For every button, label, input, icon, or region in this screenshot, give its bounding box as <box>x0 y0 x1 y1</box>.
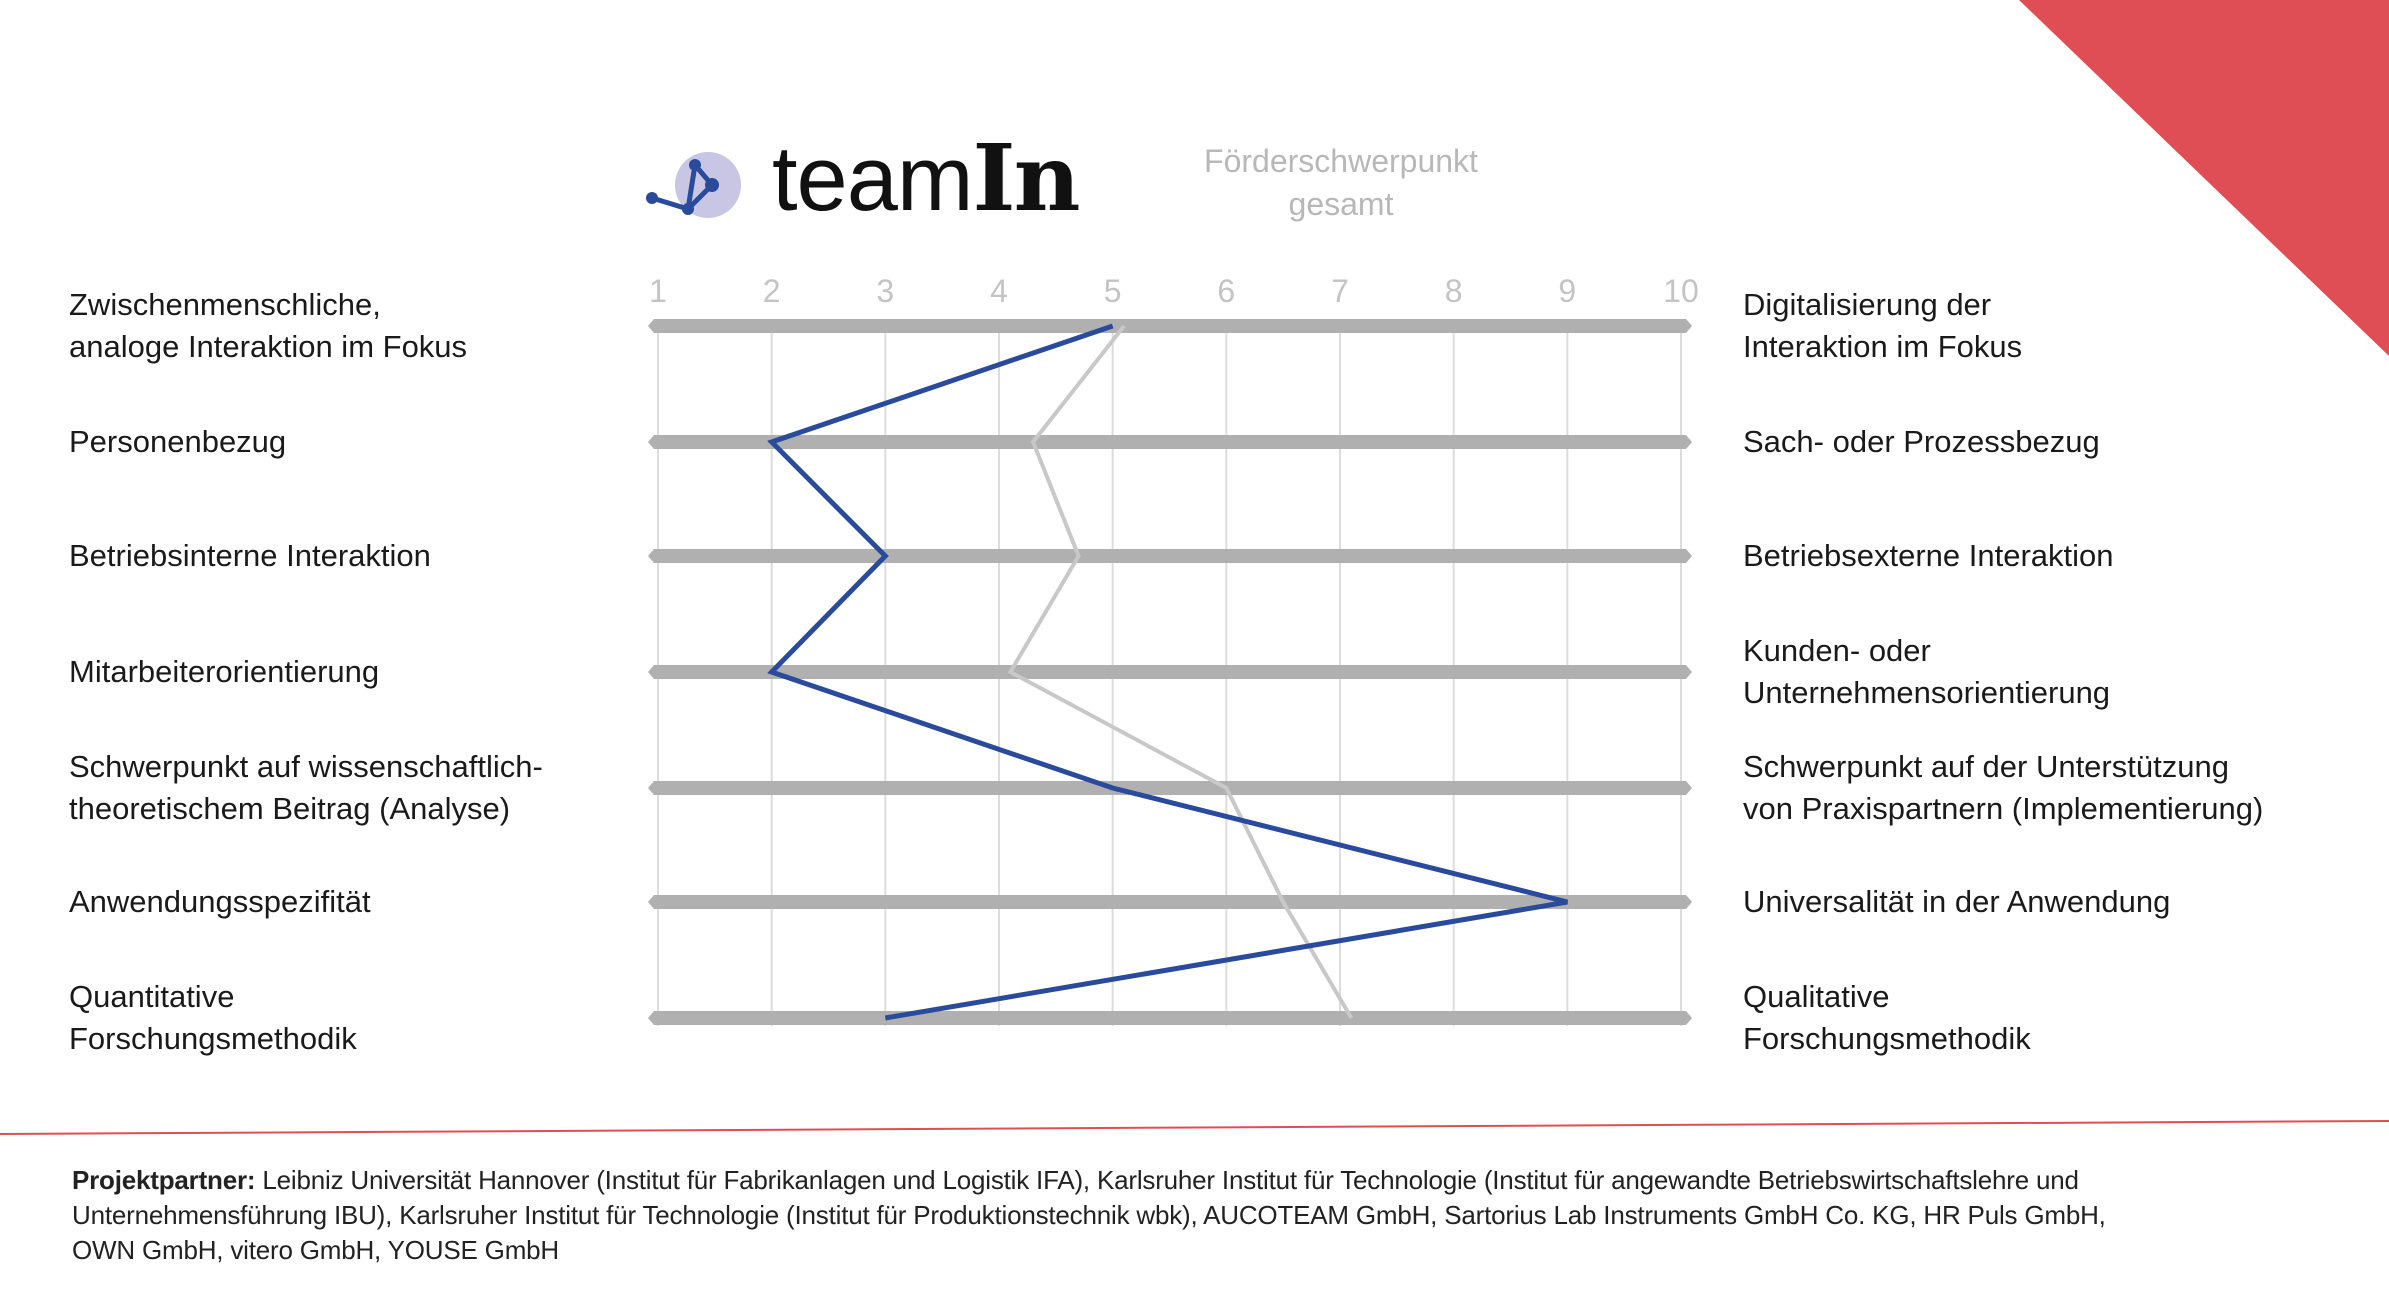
x-tick-labels: 1 2 3 4 5 6 7 8 9 10 <box>649 273 1699 309</box>
row-label-line: Qualitative <box>1743 979 1890 1014</box>
row-label-line: Schwerpunkt auf wissenschaftlich- <box>69 749 543 784</box>
row-label-line: Quantitative <box>69 979 235 1014</box>
row-label-line: Unternehmensorientierung <box>1743 675 2111 710</box>
row-bar <box>648 781 1692 795</box>
row-label-line: theoretischem Beitrag (Analyse) <box>69 791 511 826</box>
footer-partners: Projektpartner: Leibniz Universität Hann… <box>72 1165 2106 1265</box>
series-line-grey <box>1007 324 1354 1020</box>
x-tick-label: 3 <box>876 273 894 309</box>
row-label-left: Mitarbeiterorientierung <box>69 651 379 693</box>
x-tick-label: 10 <box>1663 273 1699 309</box>
x-tick-label: 8 <box>1445 273 1463 309</box>
row-label-right: Digitalisierung der Interaktion im Fokus <box>1743 284 2022 368</box>
series-line-blue <box>767 323 1568 1021</box>
row-bar <box>648 1011 1692 1025</box>
row-label-left: Betriebsinterne Interaktion <box>69 535 431 577</box>
corner-triangle <box>2019 0 2389 356</box>
x-tick-label: 1 <box>649 273 667 309</box>
row-label-line: von Praxispartnern (Implementierung) <box>1743 791 2264 826</box>
row-label-line: Zwischenmenschliche, <box>69 287 381 322</box>
row-label-line: Universalität in der Anwendung <box>1743 884 2171 919</box>
row-label-line: Anwendungsspezifität <box>69 884 371 919</box>
row-bar <box>648 319 1692 333</box>
row-label-line: Digitalisierung der <box>1743 287 1992 322</box>
logo: teamIn <box>772 124 1080 232</box>
x-tick-label: 6 <box>1217 273 1235 309</box>
series-lines <box>767 323 1568 1021</box>
logo-icon <box>646 152 741 218</box>
row-label-line: Betriebsinterne Interaktion <box>69 538 431 573</box>
row-bar <box>648 665 1692 679</box>
legend-grey-series: Förderschwerpunkt gesamt <box>1204 143 1478 222</box>
row-label-left: Quantitative Forschungsmethodik <box>69 976 357 1060</box>
row-bar <box>648 435 1692 449</box>
row-label-line: Betriebsexterne Interaktion <box>1743 538 2114 573</box>
row-bar <box>648 549 1692 563</box>
row-label-right: Sach- oder Prozessbezug <box>1743 421 2100 463</box>
row-label-line: Mitarbeiterorientierung <box>69 654 380 689</box>
row-label-left: Anwendungsspezifität <box>69 881 371 923</box>
row-bars <box>648 319 1692 1025</box>
row-label-right: Qualitative Forschungsmethodik <box>1743 976 2031 1060</box>
x-tick-label: 5 <box>1104 273 1122 309</box>
row-label-left: Personenbezug <box>69 421 286 463</box>
row-label-right: Universalität in der Anwendung <box>1743 881 2170 923</box>
x-tick-label: 9 <box>1558 273 1576 309</box>
footer-divider <box>0 1120 2389 1135</box>
row-label-left: Zwischenmenschliche, analoge Interaktion … <box>69 284 467 368</box>
row-bar <box>648 895 1692 909</box>
row-label-right: Kunden- oder Unternehmensorientierung <box>1743 630 2110 714</box>
row-label-right: Schwerpunkt auf der Unterstützung von Pra… <box>1743 746 2263 830</box>
x-tick-label: 4 <box>990 273 1008 309</box>
row-label-line: Personenbezug <box>69 424 287 459</box>
row-label-left: Schwerpunkt auf wissenschaftlich-theoret… <box>69 746 543 830</box>
row-label-line: Kunden- oder <box>1743 633 1931 668</box>
row-label-line: Sach- oder Prozessbezug <box>1743 424 2100 459</box>
x-tick-label: 2 <box>763 273 781 309</box>
row-label-line: Interaktion im Fokus <box>1743 329 2023 364</box>
row-label-right: Betriebsexterne Interaktion <box>1743 535 2114 577</box>
x-tick-label: 7 <box>1331 273 1349 309</box>
row-label-line: analoge Interaktion im Fokus <box>69 329 468 364</box>
row-label-line: Schwerpunkt auf der Unterstützung <box>1743 749 2229 784</box>
row-label-line: Forschungsmethodik <box>1743 1021 2031 1056</box>
row-label-line: Forschungsmethodik <box>69 1021 357 1056</box>
